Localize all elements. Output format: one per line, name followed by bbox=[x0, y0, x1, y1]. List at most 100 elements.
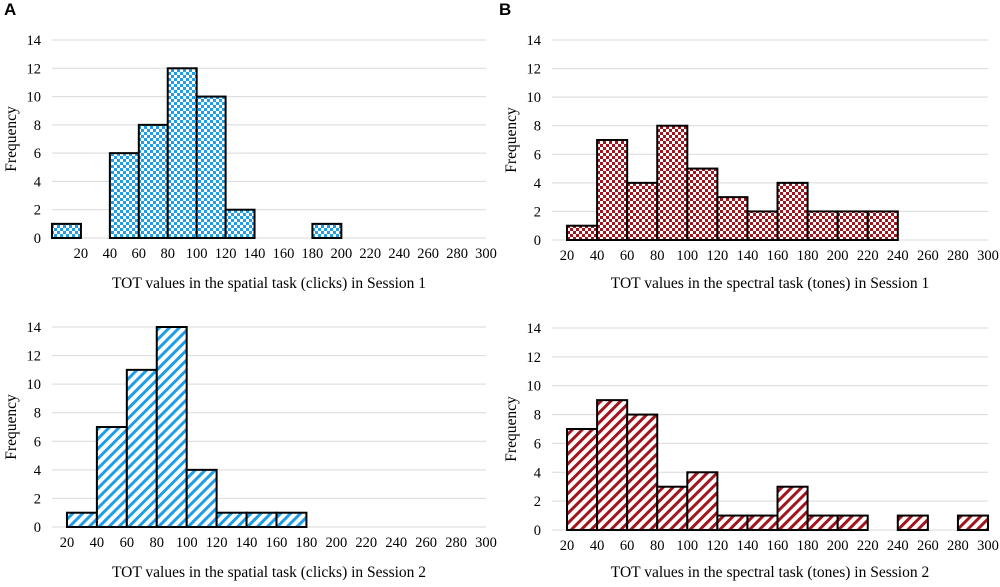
x-tick-label: 120 bbox=[215, 246, 237, 262]
y-tick-label: 8 bbox=[34, 118, 41, 134]
y-tick-label: 14 bbox=[527, 33, 542, 49]
y-tick-label: 8 bbox=[34, 406, 41, 422]
x-tick-label: 100 bbox=[176, 535, 198, 551]
histogram-bar bbox=[245, 511, 278, 529]
histogram-bar bbox=[596, 139, 629, 241]
x-tick-label: 160 bbox=[273, 246, 295, 262]
x-tick-label: 140 bbox=[244, 246, 266, 262]
x-tick-label: 240 bbox=[388, 246, 410, 262]
y-tick-label: 0 bbox=[534, 233, 541, 249]
y-axis-title: Frequency bbox=[503, 396, 520, 462]
x-tick-label: 220 bbox=[355, 535, 377, 551]
histogram-bar bbox=[566, 224, 599, 241]
x-tick-label: 200 bbox=[330, 246, 352, 262]
y-tick-label: 8 bbox=[534, 119, 541, 135]
x-tick-label: 60 bbox=[132, 246, 147, 262]
histogram-bar bbox=[956, 514, 989, 531]
x-tick-label: 260 bbox=[917, 538, 939, 554]
y-tick-label: 12 bbox=[527, 62, 542, 78]
y-tick-label: 0 bbox=[534, 523, 541, 539]
x-tick-label: 280 bbox=[947, 538, 969, 554]
x-tick-label: 160 bbox=[767, 248, 789, 264]
y-tick-label: 14 bbox=[27, 320, 42, 336]
y-tick-label: 0 bbox=[34, 520, 41, 536]
x-axis-title: TOT values in the spectral task (tones) … bbox=[611, 564, 929, 581]
y-tick-label: 4 bbox=[534, 465, 542, 481]
x-axis-title: TOT values in the spectral task (tones) … bbox=[611, 275, 929, 292]
x-tick-label: 100 bbox=[186, 246, 208, 262]
x-tick-label: 220 bbox=[857, 248, 879, 264]
histogram-bar bbox=[224, 208, 256, 239]
chart-spectral-session1: 0 2 4 6 8 10 12 14 20 40 60 80 100 120 140 160 180 200 220… bbox=[503, 33, 999, 292]
histogram-bar bbox=[155, 326, 188, 528]
histogram-bar bbox=[836, 514, 869, 531]
histogram-bar bbox=[656, 124, 689, 241]
x-tick-label: 40 bbox=[590, 538, 605, 554]
x-tick-label: 280 bbox=[446, 246, 468, 262]
y-tick-label: 4 bbox=[34, 174, 42, 190]
x-tick-label: 20 bbox=[74, 246, 89, 262]
x-tick-label: 140 bbox=[236, 535, 258, 551]
x-tick-label: 20 bbox=[560, 248, 575, 264]
y-tick-label: 6 bbox=[534, 147, 541, 163]
y-tick-label: 8 bbox=[534, 408, 541, 424]
x-tick-label: 300 bbox=[977, 538, 999, 554]
chart-spatial-session1: 0 2 4 6 8 10 12 14 20 40 60 80 100 120 140 160 180 200 220… bbox=[3, 33, 497, 292]
x-tick-label: 40 bbox=[90, 535, 105, 551]
histogram-bar bbox=[596, 399, 629, 531]
histogram-bar bbox=[896, 514, 929, 531]
x-tick-label: 300 bbox=[475, 535, 497, 551]
x-tick-label: 120 bbox=[707, 248, 729, 264]
y-tick-label: 12 bbox=[527, 350, 542, 366]
x-tick-label: 120 bbox=[206, 535, 228, 551]
x-tick-label: 300 bbox=[977, 248, 999, 264]
histogram-bar bbox=[626, 413, 659, 532]
histogram-bar bbox=[716, 196, 749, 241]
histogram-bar bbox=[95, 426, 128, 528]
x-tick-label: 220 bbox=[857, 538, 879, 554]
x-tick-label: 260 bbox=[917, 248, 939, 264]
histogram-bar bbox=[65, 511, 98, 529]
x-tick-label: 140 bbox=[737, 248, 759, 264]
histogram-bar bbox=[137, 123, 169, 239]
histogram-bar bbox=[566, 428, 599, 531]
y-tick-label: 10 bbox=[27, 377, 42, 393]
x-tick-label: 180 bbox=[797, 538, 819, 554]
x-tick-label: 80 bbox=[160, 246, 175, 262]
x-tick-label: 60 bbox=[620, 538, 635, 554]
chart-spatial-session2: 0 2 4 6 8 10 12 14 20 40 60 80 100 120 140 160 180 200 220… bbox=[3, 320, 497, 581]
x-tick-label: 260 bbox=[417, 246, 439, 262]
x-tick-label: 100 bbox=[676, 538, 698, 554]
histogram-bar bbox=[776, 181, 809, 242]
x-tick-label: 140 bbox=[737, 538, 759, 554]
histogram-bar bbox=[166, 67, 198, 239]
histogram-bar bbox=[746, 210, 779, 242]
x-tick-label: 160 bbox=[266, 535, 288, 551]
x-tick-label: 240 bbox=[887, 248, 909, 264]
x-tick-label: 200 bbox=[827, 538, 849, 554]
y-tick-label: 6 bbox=[534, 436, 541, 452]
y-tick-label: 0 bbox=[34, 231, 41, 247]
x-tick-label: 180 bbox=[296, 535, 318, 551]
histogram-bar bbox=[806, 210, 839, 242]
y-tick-label: 12 bbox=[27, 349, 42, 365]
x-tick-label: 60 bbox=[120, 535, 135, 551]
histogram-bar bbox=[776, 485, 809, 532]
x-tick-label: 20 bbox=[560, 538, 575, 554]
y-axis-title: Frequency bbox=[503, 107, 520, 173]
x-tick-label: 240 bbox=[887, 538, 909, 554]
x-tick-label: 200 bbox=[827, 248, 849, 264]
y-tick-label: 14 bbox=[27, 33, 42, 49]
y-tick-label: 10 bbox=[27, 90, 42, 106]
histogram-bar bbox=[806, 514, 839, 531]
x-tick-label: 20 bbox=[60, 535, 75, 551]
x-tick-label: 240 bbox=[385, 535, 407, 551]
y-tick-label: 2 bbox=[34, 203, 41, 219]
histogram-bar bbox=[686, 167, 719, 241]
histogram-bar bbox=[275, 511, 308, 529]
y-tick-label: 4 bbox=[534, 176, 542, 192]
y-tick-label: 14 bbox=[527, 321, 542, 337]
histogram-bar bbox=[716, 514, 749, 531]
histogram-bar bbox=[125, 368, 158, 528]
